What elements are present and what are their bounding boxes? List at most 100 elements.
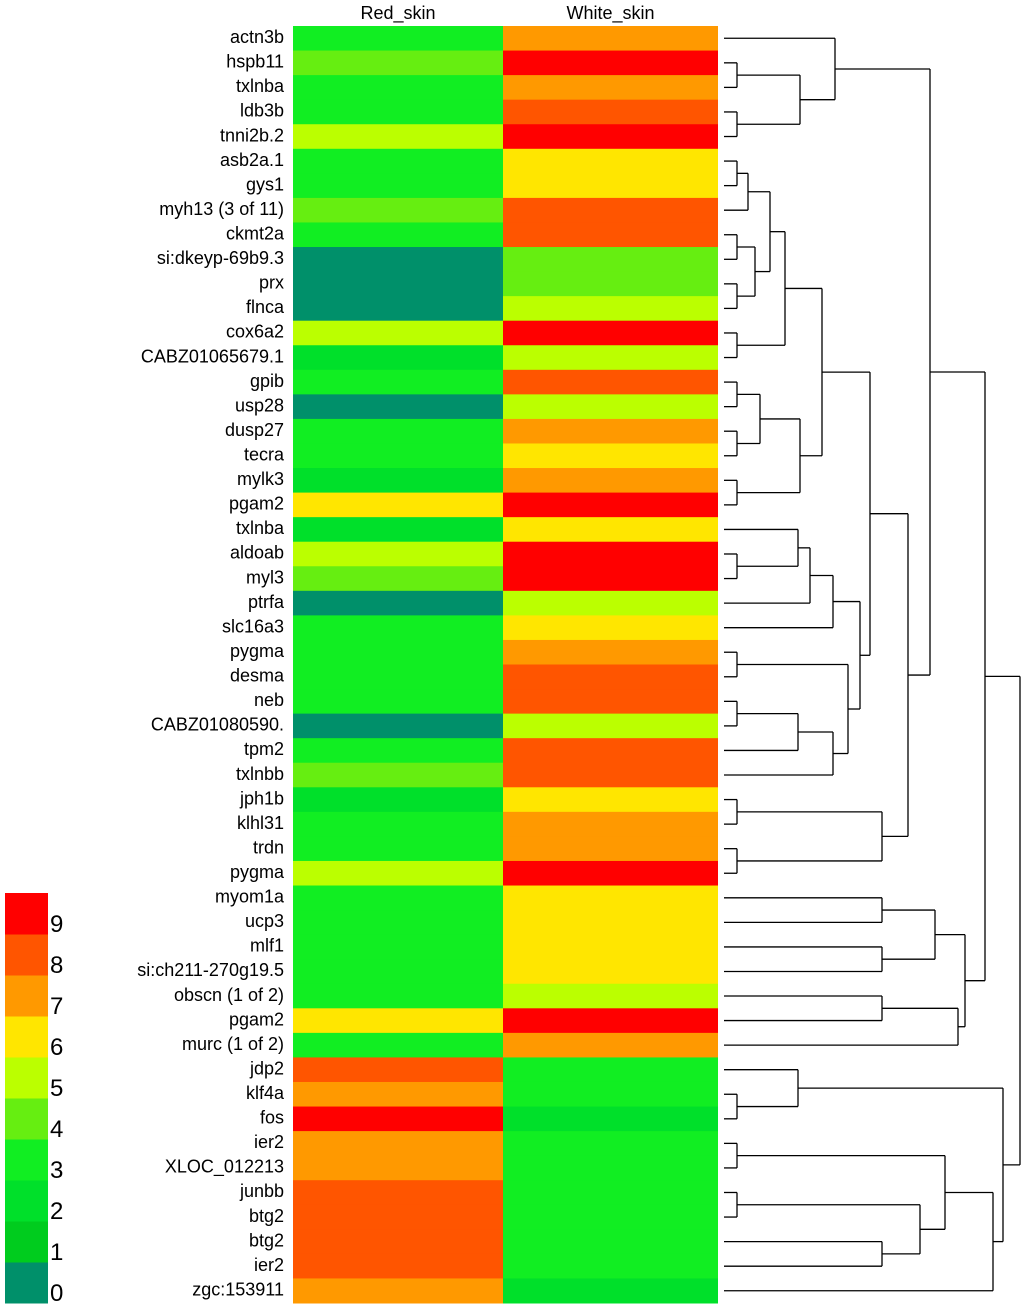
heatmap-cell: [293, 1278, 503, 1304]
row-label: usp28: [235, 395, 284, 415]
row-label: CABZ01080590.: [151, 715, 284, 735]
heatmap-cell: [503, 50, 718, 76]
heatmap-cell: [293, 124, 503, 150]
row-label: aldoab: [230, 543, 284, 563]
row-label: mlf1: [250, 936, 284, 956]
heatmap-cell: [293, 75, 503, 101]
colorbar-label: 4: [50, 1116, 63, 1143]
heatmap-cell: [293, 197, 503, 223]
heatmap-cell: [293, 345, 503, 371]
heatmap-cell: [293, 173, 503, 199]
row-label: tnni2b.2: [220, 125, 284, 145]
heatmap-cell: [503, 173, 718, 199]
heatmap-cell: [503, 713, 718, 739]
heatmap-cell: [503, 639, 718, 665]
heatmap-cell: [293, 443, 503, 469]
heatmap-cell: [503, 247, 718, 273]
colorbar-label: 7: [50, 993, 63, 1020]
heatmap-cell: [503, 885, 718, 911]
heatmap-cell: [293, 1204, 503, 1230]
heatmap-cell: [503, 860, 718, 887]
colorbar-block: [5, 934, 48, 976]
heatmap-cell: [503, 738, 718, 764]
heatmap-cell: [503, 590, 718, 616]
row-label: mylk3: [237, 469, 284, 489]
heatmap-cell: [293, 271, 503, 297]
heatmap-cell: [503, 910, 718, 936]
row-label: ptrfa: [248, 592, 285, 612]
row-label: pgam2: [229, 494, 284, 514]
row-label: ier2: [254, 1132, 284, 1152]
row-label: btg2: [249, 1206, 284, 1226]
row-label: klhl31: [237, 813, 284, 833]
heatmap-cell: [503, 75, 718, 101]
heatmap-cell: [293, 320, 503, 346]
heatmap-cell: [503, 296, 718, 322]
heatmap-cell: [503, 566, 718, 592]
heatmap-cell: [503, 468, 718, 494]
row-label: myh13 (3 of 11): [159, 199, 284, 219]
heatmap-cell: [293, 1180, 503, 1206]
heatmap-cell: [293, 983, 503, 1009]
column-label: White_skin: [566, 3, 654, 24]
colorbar-block: [5, 1221, 48, 1263]
heatmap-cell: [503, 1008, 718, 1034]
row-label: tpm2: [244, 739, 284, 759]
heatmap-cell: [293, 296, 503, 322]
row-label: txlnbb: [236, 764, 284, 784]
heatmap-cell: [503, 689, 718, 715]
heatmap-cell: [503, 197, 718, 223]
heatmap-cell: [293, 590, 503, 616]
heatmap-cell: [503, 369, 718, 395]
colorbar-block: [5, 1016, 48, 1058]
row-label: XLOC_012213: [165, 1157, 284, 1178]
row-label: txlnba: [236, 518, 285, 538]
heatmap-cell: [293, 26, 503, 52]
heatmap-cell: [503, 418, 718, 444]
row-label: actn3b: [230, 27, 284, 47]
heatmap-cell: [503, 787, 718, 813]
colorbar-block: [5, 975, 48, 1017]
heatmap-cell: [293, 1229, 503, 1255]
heatmap-cell: [293, 517, 503, 543]
heatmap-cell: [293, 1253, 503, 1279]
heatmap-cell: [293, 468, 503, 494]
heatmap-cell: [503, 664, 718, 690]
row-label: gys1: [246, 174, 284, 194]
colorbar-label: 8: [50, 952, 63, 979]
heatmap-cell: [293, 787, 503, 813]
heatmap-cell: [293, 639, 503, 665]
heatmap-cell: [503, 517, 718, 543]
heatmap-cell: [293, 492, 503, 518]
row-label: prx: [259, 273, 284, 293]
heatmap-cell: [293, 148, 503, 174]
heatmap-cell: [293, 1106, 503, 1132]
heatmap-cell: [293, 1081, 503, 1108]
heatmap-cell: [503, 1204, 718, 1230]
heatmap-cell: [293, 910, 503, 936]
heatmap-cell: [503, 762, 718, 788]
row-label: zgc:153911: [192, 1279, 284, 1299]
heatmap-cell: [503, 124, 718, 150]
heatmap-cell: [293, 369, 503, 395]
heatmap-cell: [293, 738, 503, 764]
row-label: txlnba: [236, 76, 285, 96]
row-label: ckmt2a: [226, 223, 285, 243]
heatmap-cell: [503, 1106, 718, 1132]
heatmap-cell: [503, 345, 718, 371]
row-label: hspb11: [226, 52, 284, 72]
heatmap-cell: [293, 836, 503, 862]
heatmap-cell: [293, 1032, 503, 1058]
heatmap-cell: [293, 99, 503, 125]
heatmap-cell: [293, 713, 503, 739]
heatmap-cell: [293, 541, 503, 567]
colorbar-block: [5, 1180, 48, 1222]
heatmap-cell: [293, 885, 503, 911]
row-label: si:dkeyp-69b9.3: [157, 248, 284, 268]
heatmap-cell: [293, 860, 503, 887]
row-label: ldb3b: [240, 101, 284, 121]
heatmap-cell: [503, 811, 718, 837]
heatmap-cell: [503, 1278, 718, 1304]
heatmap-cell: [503, 222, 718, 248]
heatmap-cell: [503, 836, 718, 862]
